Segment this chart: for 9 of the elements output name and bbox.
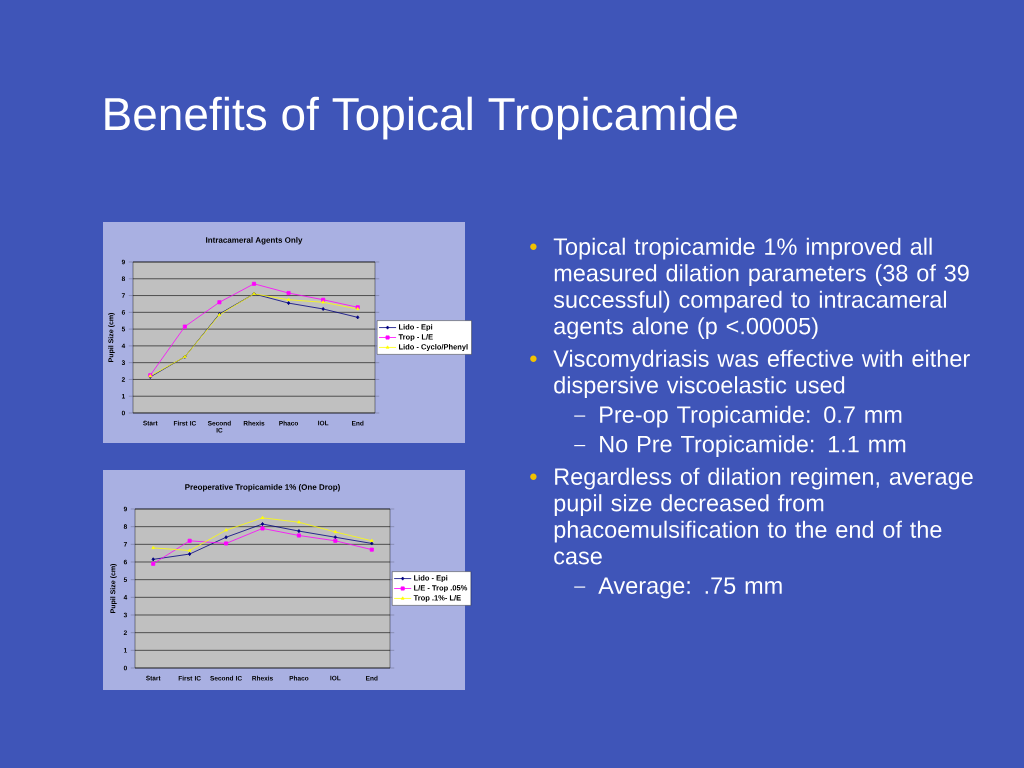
text: Regardless of dilation regimen, average pupil size decreased from phacoemulsification to the end of the case [554,467,973,565]
chart-title: Intracameral Agents Only [206,236,303,245]
text: Average: .75 mm [598,577,782,599]
text: Topical tropicamide 1% improved all measured dilation parameters (38 of 39 successful) compared to intracameral agents alone (p <.00005) [553,237,969,340]
chart-title: Preoperative Tropicamide 1% (One Drop) [185,484,340,492]
text: Viscomydriasis was effective with either dispersive viscoelastic used [553,349,970,399]
text: Benefits of Topical Tropicamide [105,96,737,140]
text: No Pre Tropicamide: 1.1 mm [600,435,906,458]
text: Pre-op Tropicamide: 0.7 mm [600,405,902,428]
